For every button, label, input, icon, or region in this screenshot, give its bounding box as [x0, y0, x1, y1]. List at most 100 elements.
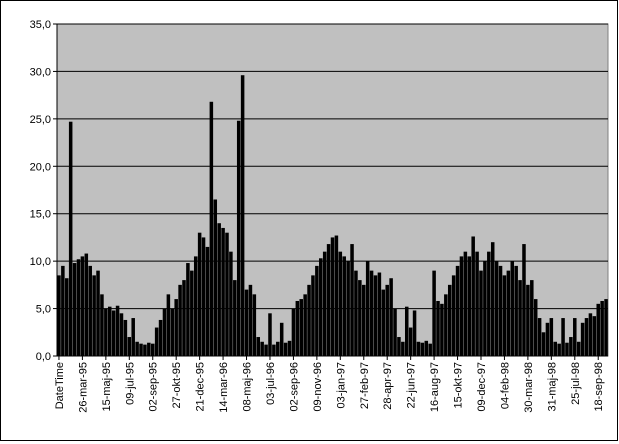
x-tick-label: 16-aug-97	[429, 362, 441, 412]
bar	[373, 275, 378, 356]
bar	[537, 318, 542, 356]
bar	[338, 251, 343, 356]
x-tick-label: 09-nov-96	[312, 362, 324, 412]
bar	[522, 244, 526, 356]
bar	[139, 343, 143, 356]
bar	[295, 300, 300, 356]
bar	[268, 313, 272, 356]
bar	[397, 337, 401, 356]
bar	[221, 227, 225, 356]
bar	[315, 265, 319, 356]
bar	[342, 256, 346, 356]
bar	[272, 344, 276, 356]
y-tick-label: 25,0	[30, 114, 51, 126]
bar	[291, 308, 296, 356]
bar	[545, 322, 550, 356]
bar	[115, 305, 120, 356]
bar	[244, 289, 249, 356]
bar	[174, 299, 178, 356]
bar	[303, 294, 307, 356]
bar	[334, 235, 339, 356]
bar	[369, 270, 374, 356]
x-tick-label: DateTime	[54, 362, 66, 409]
bar	[346, 261, 350, 356]
x-tick-label: 02-sep-96	[288, 362, 300, 412]
bar	[377, 272, 382, 356]
bar	[428, 343, 432, 356]
bar	[573, 318, 577, 356]
bar	[201, 237, 206, 356]
bar	[455, 265, 460, 356]
bar	[592, 316, 597, 356]
x-tick-label: 31-maj-98	[546, 362, 558, 412]
x-tick-label: 04-feb-98	[499, 362, 511, 409]
bar	[190, 270, 194, 356]
bar	[135, 341, 139, 356]
x-tick-label: 08-maj-96	[242, 362, 254, 412]
bar	[65, 278, 69, 356]
bar	[471, 236, 475, 356]
bar	[440, 303, 444, 356]
bar	[459, 256, 464, 356]
bar	[72, 263, 77, 356]
bar	[123, 319, 128, 356]
y-tick-label: 5,0	[36, 304, 51, 316]
bar	[256, 337, 261, 356]
bar	[197, 232, 202, 356]
bar	[127, 337, 132, 356]
x-tick-label: 30-mar-98	[523, 362, 535, 413]
bar	[80, 256, 85, 356]
bar	[264, 344, 268, 356]
x-tick-label: 15-maj-95	[101, 362, 113, 412]
bar	[389, 278, 393, 356]
bar	[252, 294, 257, 356]
bar	[260, 341, 264, 356]
bar	[447, 284, 452, 356]
bar	[326, 244, 331, 356]
bar	[162, 308, 167, 356]
bar	[506, 270, 511, 356]
bar	[236, 120, 241, 356]
bar	[217, 223, 221, 356]
bar	[76, 259, 81, 356]
bar	[92, 275, 96, 356]
bar	[557, 343, 561, 356]
bar	[299, 299, 303, 356]
bar	[596, 303, 600, 356]
bar	[68, 121, 73, 357]
bar	[494, 261, 499, 356]
bar	[584, 318, 589, 356]
bar	[490, 242, 495, 356]
bar	[307, 284, 311, 356]
bar	[233, 280, 237, 356]
bar	[166, 294, 171, 356]
y-tick-label: 30,0	[30, 66, 51, 78]
bar	[588, 313, 593, 356]
bar	[111, 310, 116, 356]
x-tick-label: 27-feb-97	[359, 362, 371, 409]
bar	[276, 341, 280, 356]
bar	[475, 251, 479, 356]
bar	[100, 294, 104, 356]
bar	[365, 261, 370, 356]
bar	[487, 251, 491, 356]
x-tick-label: 09-jul-95	[124, 362, 136, 405]
bar	[143, 344, 147, 356]
bar	[510, 261, 515, 356]
bar	[502, 275, 507, 356]
bar	[170, 308, 175, 356]
bar	[311, 275, 315, 356]
y-tick-label: 35,0	[30, 19, 51, 31]
bar	[385, 284, 389, 356]
bar	[283, 342, 288, 356]
x-tick-label: 09-dec-97	[476, 362, 488, 412]
bar	[580, 322, 585, 356]
bar	[88, 265, 92, 356]
bar	[416, 341, 421, 356]
bar	[205, 246, 210, 356]
bar	[467, 256, 472, 356]
bar	[229, 251, 233, 356]
x-tick-label: 25-jul-98	[570, 362, 582, 405]
bar	[569, 337, 573, 356]
x-tick-label: 03-jul-96	[265, 362, 277, 405]
